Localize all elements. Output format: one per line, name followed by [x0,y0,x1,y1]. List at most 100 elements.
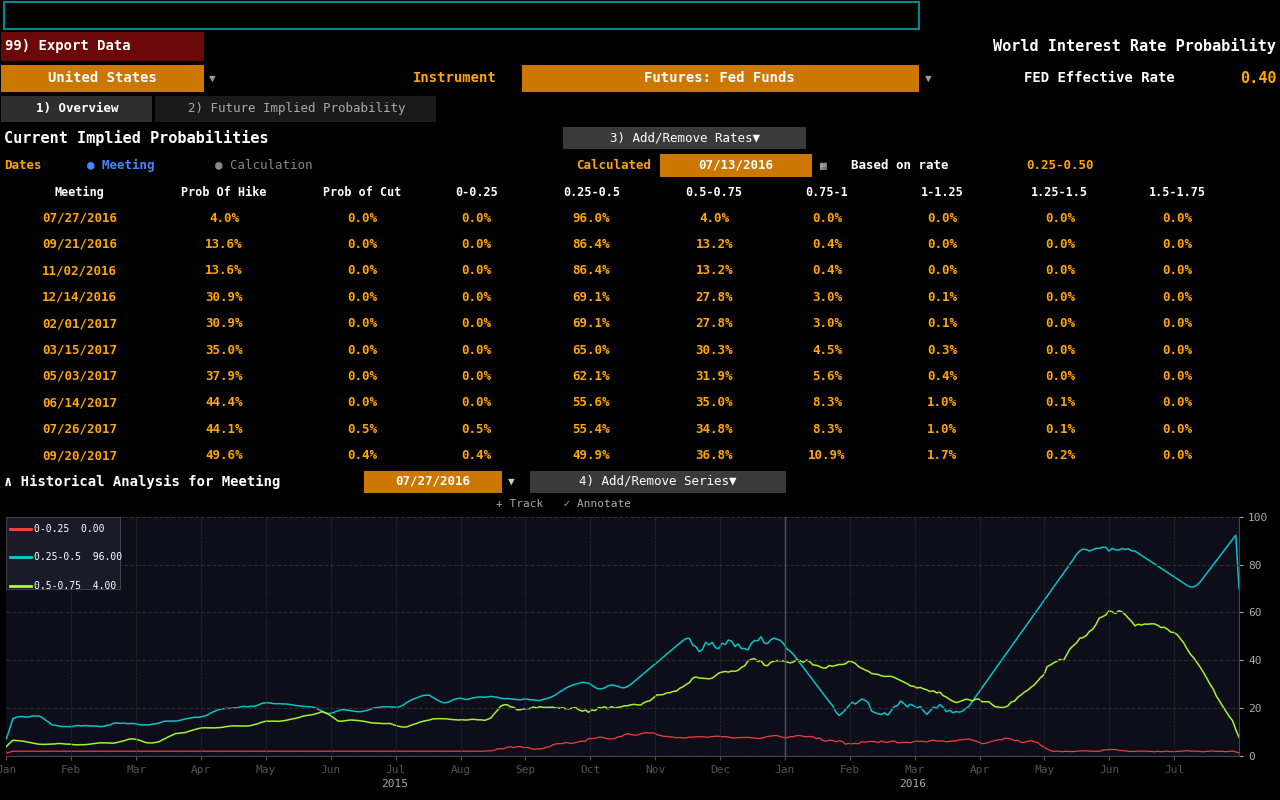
Text: 0.0%: 0.0% [1162,290,1193,304]
Text: 37.9%: 37.9% [205,370,243,383]
Text: 0.0%: 0.0% [1162,449,1193,462]
Text: 27.8%: 27.8% [695,290,733,304]
Text: 09/21/2016: 09/21/2016 [42,238,116,251]
Text: 0.0%: 0.0% [1162,343,1193,357]
Text: 1.25-1.5: 1.25-1.5 [1032,186,1088,198]
Text: 0.0%: 0.0% [347,370,378,383]
Bar [4,2,919,29]
Text: 3) Add/Remove Rates▼: 3) Add/Remove Rates▼ [609,131,760,144]
Text: 0.2%: 0.2% [1044,449,1075,462]
Text: 0.5-0.75  4.00: 0.5-0.75 4.00 [33,581,115,591]
Text: 0.3%: 0.3% [927,343,957,357]
Text: ● Meeting: ● Meeting [87,158,155,171]
Text: 0.1%: 0.1% [927,317,957,330]
Text: ▼: ▼ [209,74,215,83]
Text: 0.0%: 0.0% [1044,343,1075,357]
Text: 30.9%: 30.9% [205,290,243,304]
Text: 0.25-0.5  96.00: 0.25-0.5 96.00 [33,553,122,562]
Text: 0.0%: 0.0% [347,264,378,278]
Text: 0.0%: 0.0% [461,370,492,383]
Text: 31.9%: 31.9% [695,370,733,383]
Text: 49.6%: 49.6% [205,449,243,462]
Text: 1-1.25: 1-1.25 [920,186,964,198]
Text: 0.0%: 0.0% [347,290,378,304]
Text: 0.5-0.75: 0.5-0.75 [686,186,742,198]
Bar [1,96,152,122]
Text: Based on rate: Based on rate [851,158,948,171]
Text: 0.0%: 0.0% [927,238,957,251]
Text: World Interest Rate Probability: World Interest Rate Probability [993,38,1276,54]
Text: 0.0%: 0.0% [1162,238,1193,251]
Bar [530,471,786,493]
Text: 0.0%: 0.0% [461,396,492,410]
Text: 0.1%: 0.1% [1044,396,1075,410]
Text: 0.25-0.50: 0.25-0.50 [1027,158,1094,171]
Text: 0-0.25  0.00: 0-0.25 0.00 [33,524,104,534]
Text: 55.4%: 55.4% [572,422,611,436]
Text: 0.0%: 0.0% [461,211,492,225]
Text: ● Calculation: ● Calculation [215,158,312,171]
Text: 06/14/2017: 06/14/2017 [42,396,116,410]
Text: 07/26/2017: 07/26/2017 [42,422,116,436]
Text: 0.0%: 0.0% [1162,422,1193,436]
Text: Prob of Cut: Prob of Cut [323,186,402,198]
Text: 1.0%: 1.0% [927,422,957,436]
Text: Futures: Fed Funds: Futures: Fed Funds [644,71,795,86]
Text: Instrument: Instrument [412,71,497,86]
Text: 0.0%: 0.0% [1044,290,1075,304]
Text: 30.9%: 30.9% [205,317,243,330]
Text: ▼: ▼ [925,74,932,83]
Bar [1,65,204,92]
Text: 0.0%: 0.0% [1044,211,1075,225]
Text: 0.0%: 0.0% [1162,264,1193,278]
Text: 44.4%: 44.4% [205,396,243,410]
Text: 13.2%: 13.2% [695,238,733,251]
Text: ▼: ▼ [508,477,515,486]
Text: 69.1%: 69.1% [572,290,611,304]
Text: 11/02/2016: 11/02/2016 [42,264,116,278]
Text: 55.6%: 55.6% [572,396,611,410]
Text: 0.0%: 0.0% [1162,317,1193,330]
Text: 05/03/2017: 05/03/2017 [42,370,116,383]
Text: 0.0%: 0.0% [812,211,842,225]
Text: 1.7%: 1.7% [927,449,957,462]
Text: 36.8%: 36.8% [695,449,733,462]
Text: 0.4%: 0.4% [461,449,492,462]
Text: 13.6%: 13.6% [205,264,243,278]
Text: Prob Of Hike: Prob Of Hike [182,186,266,198]
Text: 44.1%: 44.1% [205,422,243,436]
Text: 99) Export Data: 99) Export Data [5,39,131,54]
Bar [155,96,436,122]
Text: 0.1%: 0.1% [927,290,957,304]
Text: 07/13/2016: 07/13/2016 [699,158,773,171]
Text: 4.0%: 4.0% [699,211,730,225]
Text: 0.0%: 0.0% [347,211,378,225]
Text: 65.0%: 65.0% [572,343,611,357]
Text: 0.0%: 0.0% [347,317,378,330]
Bar [563,127,806,150]
Text: 4.5%: 4.5% [812,343,842,357]
Text: 09/20/2017: 09/20/2017 [42,449,116,462]
Text: 0.5%: 0.5% [461,422,492,436]
Text: 4.0%: 4.0% [209,211,239,225]
Text: 0.0%: 0.0% [1044,370,1075,383]
Text: 13.6%: 13.6% [205,238,243,251]
Bar [1,32,204,61]
Text: 49.9%: 49.9% [572,449,611,462]
Bar [660,154,812,177]
Text: 0.0%: 0.0% [461,317,492,330]
Text: Current Implied Probabilities: Current Implied Probabilities [4,130,269,146]
Text: 0.0%: 0.0% [347,343,378,357]
Text: 86.4%: 86.4% [572,264,611,278]
Text: 0.1%: 0.1% [1044,422,1075,436]
Text: 0.25-0.5: 0.25-0.5 [563,186,620,198]
Text: 8.3%: 8.3% [812,422,842,436]
Text: Dates: Dates [4,158,41,171]
Text: 0.0%: 0.0% [461,343,492,357]
Text: 0.0%: 0.0% [1162,211,1193,225]
Text: 0.4%: 0.4% [927,370,957,383]
Text: 1.5-1.75: 1.5-1.75 [1149,186,1206,198]
Text: 0.0%: 0.0% [461,290,492,304]
Text: 2016: 2016 [899,779,925,789]
Bar [6,517,120,589]
